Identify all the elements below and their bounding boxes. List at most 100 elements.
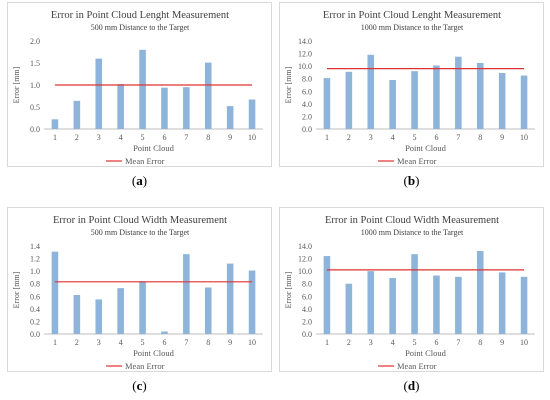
x-tick-label: 8 [478,338,482,347]
bar [95,58,103,129]
y-axis-label: Error [mm] [12,271,21,308]
legend-label: Mean Error [397,156,437,166]
bar [323,256,331,334]
y-tick-label: 2.0 [30,37,40,46]
y-tick-label: 0.0 [30,125,40,134]
x-tick-label: 4 [391,338,395,347]
bar [520,75,528,129]
y-axis-label: Error [mm] [284,271,293,308]
bar [455,56,462,129]
y-tick-label: 1.0 [30,267,40,276]
chart-panel-d: Error in Point Cloud Width Measurement 10… [279,207,544,372]
y-tick-label: 6.0 [302,292,312,301]
x-tick-label: 7 [184,338,188,347]
panel-label-b: (b) [403,173,420,188]
panel-label-c: (c) [132,378,147,393]
x-tick-label: 6 [434,133,438,142]
chart-svg-c: Error in Point Cloud Width Measurement50… [12,215,263,371]
x-tick-label: 2 [75,338,79,347]
y-tick-label: 8.0 [302,75,312,84]
x-tick-label: 3 [97,338,101,347]
y-tick-label: 0.5 [30,103,40,112]
x-tick-label: 7 [184,133,188,142]
y-tick-label: 14.0 [298,37,312,46]
chart-title: Error in Point Cloud Lenght Measurement [323,10,501,21]
y-tick-label: 1.4 [30,242,40,251]
y-tick-label: 12.0 [298,50,312,59]
y-tick-label: 14.0 [298,242,312,251]
x-tick-label: 4 [391,133,395,142]
y-tick-label: 1.5 [30,59,40,68]
bar [117,288,124,334]
x-tick-label: 3 [97,133,101,142]
chart-subtitle: 500 mm Distance to the Target [91,23,190,32]
x-tick-label: 8 [478,133,482,142]
y-tick-label: 12.0 [298,255,312,264]
x-tick-label: 3 [369,338,373,347]
bar [73,100,81,129]
x-tick-label: 9 [228,338,232,347]
panel-label-a: (a) [131,173,148,188]
bar [51,119,59,129]
y-tick-label: 0.6 [30,292,40,301]
x-tick-label: 1 [53,133,57,142]
bar [183,254,190,334]
y-tick-label: 4.0 [302,305,312,314]
bar [204,287,212,334]
bar [139,49,146,129]
bar [433,275,440,334]
y-axis-label: Error [mm] [284,66,293,103]
bar [345,283,353,334]
y-tick-label: 6.0 [302,87,312,96]
bar [161,87,168,129]
x-tick-label: 9 [500,133,504,142]
y-tick-label: 0.0 [30,330,40,339]
bar [51,251,59,334]
x-tick-label: 5 [141,338,145,347]
bar [476,251,484,334]
x-tick-label: 2 [75,133,79,142]
chart-svg-b: Error in Point Cloud Lenght Measurement 1… [284,10,535,166]
chart-svg-a: Error in Point Cloud Lenght Measurement 5… [12,10,263,166]
x-tick-label: 10 [520,133,528,142]
bar [226,106,234,129]
y-tick-label: 10.0 [298,267,312,276]
panel-label-d: (d) [403,378,420,393]
y-tick-label: 2.0 [302,317,312,326]
x-tick-label: 10 [248,133,256,142]
x-axis-label: Point Cloud [133,143,175,153]
bar [73,295,81,334]
chart-panel-a: Error in Point Cloud Lenght Measurement 5… [7,2,272,167]
y-tick-label: 1.2 [30,255,40,264]
bar [389,79,396,129]
bar [248,99,256,129]
bar [455,276,462,334]
bar [498,272,506,334]
bar [226,263,234,334]
bar [345,71,353,129]
x-tick-label: 8 [206,338,210,347]
x-tick-label: 6 [434,338,438,347]
y-tick-label: 0.2 [30,317,40,326]
legend-label: Mean Error [125,156,165,166]
y-tick-label: 1.0 [30,81,40,90]
y-axis-label: Error [mm] [12,66,21,103]
y-tick-label: 0.8 [30,280,40,289]
y-tick-label: 0.0 [302,125,312,134]
bar [95,299,103,334]
x-tick-label: 1 [325,338,329,347]
chart-subtitle: 1000 mm Distance to the Target [361,23,464,32]
x-tick-label: 7 [456,338,460,347]
x-tick-label: 9 [500,338,504,347]
x-tick-label: 3 [369,133,373,142]
bar [520,276,528,334]
legend-label: Mean Error [397,361,437,371]
x-tick-label: 2 [347,338,351,347]
chart-subtitle: 1000 mm Distance to the Target [361,228,464,237]
x-tick-label: 10 [248,338,256,347]
bar [183,87,190,129]
x-axis-label: Point Cloud [133,348,175,358]
bar [323,78,331,129]
x-tick-label: 7 [456,133,460,142]
chart-subtitle: 500 mm Distance to the Target [91,228,190,237]
